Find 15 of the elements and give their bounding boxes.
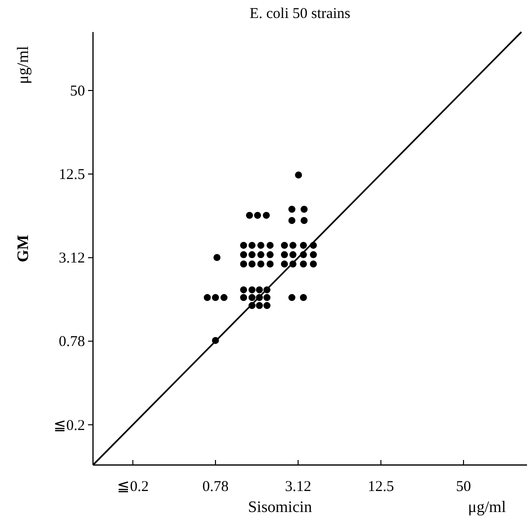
chart-title: E. coli 50 strains — [250, 6, 351, 22]
y-axis-title: GM — [15, 234, 32, 262]
x-axis-title: Sisomicin — [248, 499, 312, 516]
y-tick-label: 3.12 — [58, 250, 85, 267]
x-tick-label: ≦0.2 — [116, 479, 149, 495]
x-tick-label: 0.78 — [202, 479, 229, 495]
x-tick-label: 3.12 — [284, 479, 312, 495]
y-tick-label: 0.78 — [58, 334, 85, 350]
text: μg/ml — [15, 45, 32, 84]
y-tick-label: ≦0.2 — [53, 418, 85, 434]
y-tick-label: 12.5 — [58, 167, 85, 184]
y-tick-label: 50 — [70, 84, 85, 100]
text: μg/ml — [468, 499, 507, 516]
x-tick-label: 12.5 — [368, 479, 394, 495]
x-tick-label: 50 — [456, 479, 472, 495]
